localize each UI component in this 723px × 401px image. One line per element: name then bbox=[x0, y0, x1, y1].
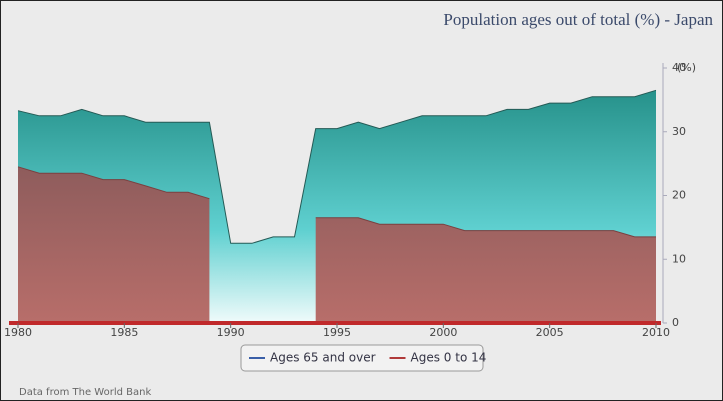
y-tick-label: 40 bbox=[672, 61, 686, 74]
x-tick-label: 1980 bbox=[4, 326, 32, 339]
y-tick-label: 0 bbox=[672, 316, 679, 329]
x-tick-label: 2005 bbox=[536, 326, 564, 339]
x-tick-label: 1990 bbox=[217, 326, 245, 339]
x-tick-label: 2000 bbox=[429, 326, 457, 339]
chart-title: Population ages out of total (%) - Japan bbox=[443, 10, 713, 29]
x-tick-label: 1995 bbox=[323, 326, 351, 339]
x-tick-label: 1985 bbox=[110, 326, 138, 339]
area-line bbox=[17, 166, 656, 238]
legend-box bbox=[240, 344, 484, 372]
y-tick-label: 30 bbox=[672, 125, 686, 138]
source: Data from The World Bank bbox=[19, 387, 151, 398]
legend-label: Ages 0 to 14 bbox=[411, 351, 487, 365]
y-tick-label: 20 bbox=[672, 189, 686, 202]
legend-label: Ages 65 and over bbox=[270, 351, 376, 365]
y-axis-label: (%) bbox=[677, 61, 696, 74]
x-tick-label: 2010 bbox=[642, 326, 670, 339]
area-line bbox=[17, 89, 657, 244]
y-tick-label: 10 bbox=[672, 252, 686, 265]
area bbox=[18, 166, 656, 323]
